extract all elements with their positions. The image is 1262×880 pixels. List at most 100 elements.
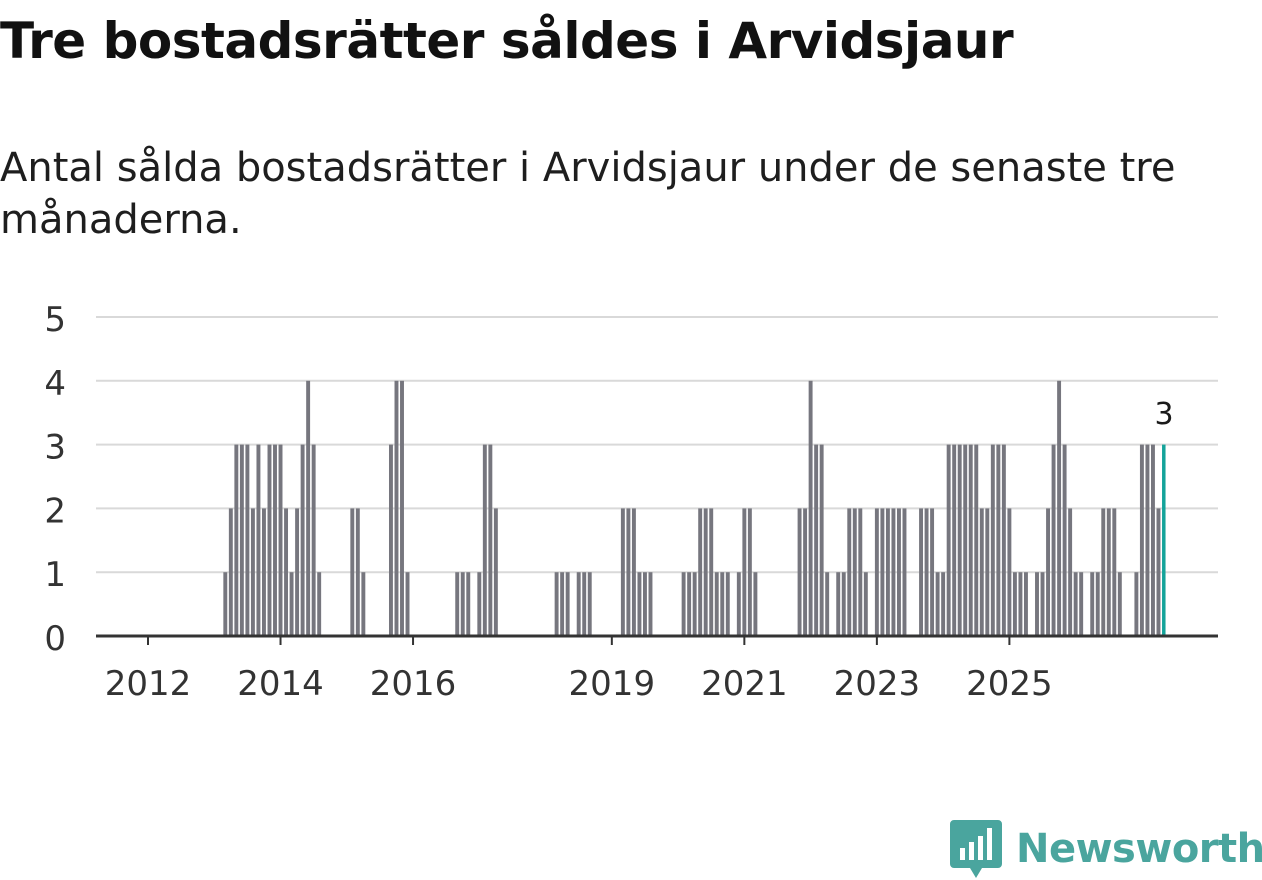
x-tick-label: 2021 xyxy=(701,664,788,704)
bar xyxy=(703,508,708,636)
bar xyxy=(289,572,294,636)
bar xyxy=(863,572,868,636)
bar xyxy=(919,508,924,636)
bar xyxy=(477,572,482,636)
y-tick-label: 5 xyxy=(44,300,66,340)
bar xyxy=(896,508,901,636)
bar xyxy=(941,572,946,636)
bar xyxy=(841,572,846,636)
bar xyxy=(1090,572,1095,636)
bar xyxy=(637,572,642,636)
bar xyxy=(814,444,819,636)
bar xyxy=(256,444,261,636)
bar xyxy=(284,508,289,636)
bar xyxy=(825,572,830,636)
x-tick-label: 2019 xyxy=(569,664,656,704)
y-tick-label: 0 xyxy=(44,619,66,659)
bar xyxy=(626,508,631,636)
bar xyxy=(466,572,471,636)
bar xyxy=(836,572,841,636)
bar xyxy=(753,572,758,636)
bar xyxy=(1095,572,1100,636)
x-tick-label: 2025 xyxy=(966,664,1053,704)
y-tick-label: 4 xyxy=(44,364,66,404)
bar xyxy=(687,572,692,636)
bar xyxy=(493,508,498,636)
bar xyxy=(692,572,697,636)
x-tick-label: 2012 xyxy=(105,664,192,704)
bar xyxy=(930,508,935,636)
bar xyxy=(880,508,885,636)
bar xyxy=(317,572,322,636)
bar xyxy=(1117,572,1122,636)
gridlines xyxy=(96,316,1218,574)
bar xyxy=(742,508,747,636)
bar xyxy=(946,444,951,636)
y-tick-label: 1 xyxy=(44,555,66,595)
bar xyxy=(797,508,802,636)
bar xyxy=(648,572,653,636)
bar xyxy=(968,444,973,636)
x-tick-label: 2016 xyxy=(370,664,457,704)
bar xyxy=(1101,508,1106,636)
bar xyxy=(250,508,255,636)
bar xyxy=(1040,572,1045,636)
bar xyxy=(228,508,233,636)
bar xyxy=(698,508,703,636)
labels: 0 1 2 3 4 5 2012 2014 2016 2019 2021 2023 2025 3 xyxy=(44,300,1173,704)
bar xyxy=(1112,508,1117,636)
bar xyxy=(924,508,929,636)
bar xyxy=(267,444,272,636)
bar-latest xyxy=(1162,444,1166,636)
bar xyxy=(852,508,857,636)
bar xyxy=(1134,572,1139,636)
x-tick-label: 2014 xyxy=(237,664,324,704)
bar xyxy=(974,444,979,636)
bar xyxy=(985,508,990,636)
y-tick-label: 2 xyxy=(44,491,66,531)
bar xyxy=(1023,572,1028,636)
bar xyxy=(1046,508,1051,636)
x-tick-label: 2023 xyxy=(834,664,921,704)
bar xyxy=(642,572,647,636)
bar xyxy=(400,380,404,636)
bar xyxy=(1139,444,1144,636)
bar xyxy=(847,508,852,636)
bar xyxy=(1001,444,1006,636)
bar xyxy=(565,572,570,636)
bar xyxy=(935,572,940,636)
bar xyxy=(306,380,311,636)
bar xyxy=(1035,572,1039,636)
bar xyxy=(979,508,984,636)
bar xyxy=(681,572,686,636)
bar xyxy=(1068,508,1073,636)
bar xyxy=(747,508,752,636)
bar xyxy=(1150,444,1155,636)
bar xyxy=(808,380,813,636)
bar xyxy=(245,444,250,636)
bar xyxy=(1156,508,1161,636)
bar xyxy=(720,572,725,636)
bar xyxy=(996,444,1001,636)
axes xyxy=(96,634,1218,645)
bar xyxy=(858,508,863,636)
bar xyxy=(560,572,565,636)
bar xyxy=(990,444,995,636)
bar xyxy=(355,508,360,636)
newsworthy-logo[interactable]: Newsworthy xyxy=(950,818,1262,880)
bar xyxy=(273,444,277,636)
bar xyxy=(576,572,581,636)
bar xyxy=(1012,572,1017,636)
bar xyxy=(1051,444,1056,636)
bar xyxy=(239,444,244,636)
bar xyxy=(725,572,730,636)
bar xyxy=(388,444,393,636)
bar xyxy=(311,444,316,636)
bar xyxy=(361,572,366,636)
bar xyxy=(1018,572,1023,636)
bar xyxy=(554,572,559,636)
bar xyxy=(620,508,625,636)
bar xyxy=(223,572,228,636)
bar xyxy=(885,508,890,636)
